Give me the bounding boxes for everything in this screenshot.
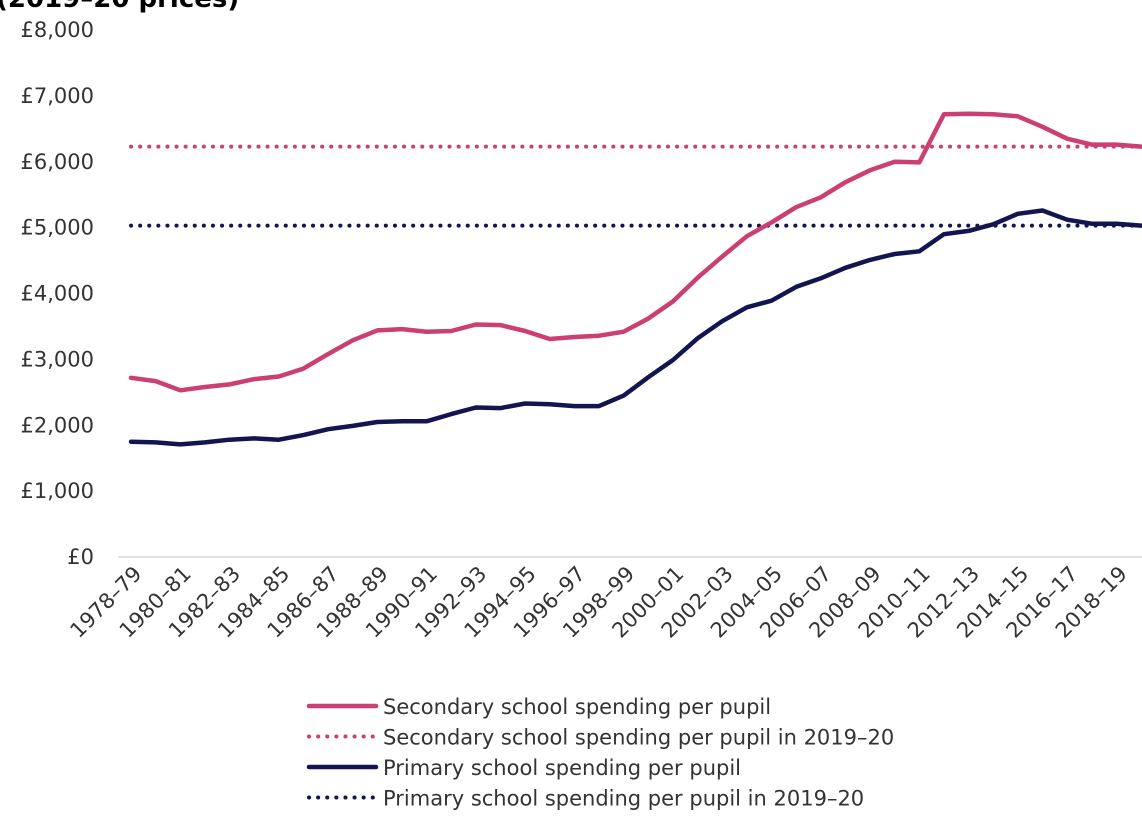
y-tick-label: £0 — [67, 545, 94, 569]
legend: Secondary school spending per pupil Secon… — [306, 695, 894, 811]
y-tick-label: £6,000 — [21, 150, 94, 174]
legend-label-0: Secondary school spending per pupil — [383, 695, 771, 719]
y-axis-ticks: £0 £1,000 £2,000 £3,000 £4,000 £5,000 £6,000 £7… — [21, 18, 94, 569]
y-tick-label: £7,000 — [21, 84, 94, 108]
y-tick-label: £5,000 — [21, 216, 94, 240]
y-tick-label: £3,000 — [21, 347, 94, 371]
series-line-0 — [128, 111, 1142, 393]
y-tick-label: £2,000 — [21, 413, 94, 437]
legend-label-3: Primary school spending per pupil in 201… — [383, 787, 864, 811]
series-lines — [128, 111, 1142, 447]
legend-label-2: Primary school spending per pupil — [383, 756, 741, 780]
series-line-2 — [128, 208, 1142, 447]
y-tick-label: £1,000 — [21, 479, 94, 503]
y-tick-label: £4,000 — [21, 282, 94, 306]
chart-title-fragment: (2019–20 prices) — [0, 0, 239, 14]
x-axis: 1978–791980–811982–831984–851986–871988–… — [65, 556, 1142, 643]
legend-label-1: Secondary school spending per pupil in 2… — [383, 726, 894, 750]
y-tick-label: £8,000 — [21, 18, 94, 42]
